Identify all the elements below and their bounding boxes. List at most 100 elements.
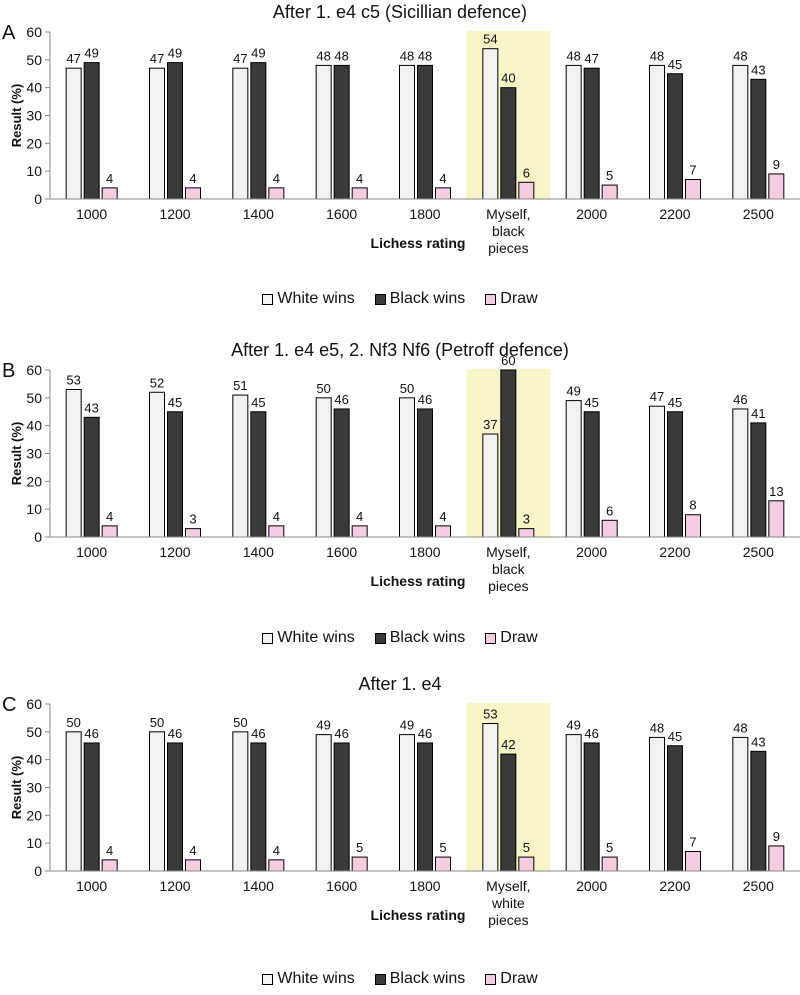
data-label: 9 (773, 157, 780, 172)
bar-white (732, 736, 749, 872)
y-tick-label: 60 (26, 362, 42, 378)
bar-chart-c: 0 10 20 30 40 50 60 Result (%) 50 46 4 1000 50 46 4 120… (9, 696, 800, 928)
legend-swatch-draw (485, 632, 497, 644)
bar-black (667, 411, 683, 538)
x-tick-label: 2500 (743, 206, 774, 222)
x-tick-label: 1000 (76, 544, 107, 560)
data-label: 5 (606, 168, 613, 183)
y-tick-label: 0 (34, 863, 42, 879)
data-label: 5 (439, 840, 446, 855)
legend-label-black: Black wins (389, 629, 466, 646)
data-label: 45 (668, 729, 682, 744)
bar-white (649, 64, 665, 200)
data-label: 3 (523, 512, 530, 527)
bar-white (149, 391, 165, 538)
panel-letter: A (2, 22, 16, 44)
bar-black (750, 750, 767, 872)
bar-white (65, 67, 82, 200)
chart-title: After 1. e4 c5 (Sicillian defence) (272, 2, 528, 22)
data-label: 49 (84, 46, 98, 61)
bar-draw (101, 525, 118, 538)
data-label: 46 (733, 392, 747, 407)
data-label: 48 (316, 48, 330, 63)
bar-white (482, 433, 499, 538)
bar-black (500, 753, 517, 872)
x-tick-label: pieces (488, 240, 528, 256)
x-tick-label: black (492, 223, 526, 239)
bar-black (333, 64, 350, 200)
x-tick-label: 1400 (243, 878, 274, 894)
legend-swatch-white (262, 973, 274, 985)
bar-draw (101, 187, 118, 200)
data-label: 50 (233, 715, 247, 730)
legend-item-draw: Draw (485, 970, 538, 988)
data-label: 4 (439, 171, 446, 186)
bar-white (149, 67, 165, 200)
y-tick-label: 10 (26, 835, 42, 851)
data-label: 6 (523, 165, 530, 180)
data-label: 41 (751, 406, 765, 421)
bar-draw (435, 525, 451, 538)
bar-draw (185, 528, 201, 538)
data-label: 5 (606, 840, 613, 855)
data-label: 4 (273, 509, 280, 524)
bar-draw (685, 179, 701, 200)
bar-black (333, 408, 350, 538)
bar-draw (601, 184, 618, 200)
legend-label-white: White wins (277, 970, 355, 987)
data-label: 3 (189, 512, 196, 527)
chart-title: After 1. e4 e5, 2. Nf3 Nf6 (Petroff defe… (231, 340, 569, 360)
y-axis-title: Result (%) (9, 422, 24, 486)
x-tick-label: 1600 (326, 544, 357, 560)
x-tick-label: 1000 (76, 878, 107, 894)
y-tick-label: 10 (26, 163, 42, 179)
bar-white (732, 64, 749, 200)
bar-white (649, 405, 665, 538)
x-tick-label: 2200 (659, 206, 690, 222)
legend-item-black: Black wins (374, 970, 465, 988)
data-label: 46 (334, 392, 348, 407)
data-label: 5 (356, 840, 363, 855)
data-label: 4 (273, 843, 280, 858)
chart-panel-c: After 1. e4 C 0 10 20 30 40 50 60 Result (%) 50 4… (0, 672, 800, 995)
bar-white (315, 734, 332, 872)
data-label: 45 (584, 395, 598, 410)
data-label: 4 (189, 171, 196, 186)
bar-black (750, 422, 767, 538)
y-axis-title: Result (%) (9, 84, 24, 148)
bar-white (732, 408, 749, 538)
legend-swatch-white (262, 293, 274, 305)
legend-label-white: White wins (277, 290, 355, 307)
data-label: 43 (751, 734, 765, 749)
data-label: 50 (150, 715, 164, 730)
x-tick-label: white (491, 895, 525, 911)
data-label: 4 (106, 171, 113, 186)
bar-black (83, 416, 100, 538)
data-label: 60 (501, 353, 515, 368)
data-label: 7 (689, 163, 696, 178)
bar-black (250, 411, 267, 538)
x-axis-title: Lichess rating (371, 573, 466, 589)
data-label: 53 (66, 372, 80, 387)
data-label: 46 (418, 392, 432, 407)
data-label: 6 (606, 503, 613, 518)
legend-item-draw: Draw (485, 629, 538, 647)
bar-black (417, 742, 433, 872)
data-label: 45 (168, 395, 182, 410)
bar-draw (518, 528, 535, 538)
data-label: 46 (334, 726, 348, 741)
legend-label-white: White wins (277, 629, 355, 646)
y-axis-title: Result (%) (9, 756, 24, 820)
bar-white (315, 64, 332, 200)
data-label: 48 (334, 48, 348, 63)
chart-legend: White wins Black wins Draw (0, 629, 800, 647)
data-label: 46 (168, 726, 182, 741)
legend-label-draw: Draw (500, 629, 538, 646)
x-tick-label: 1600 (326, 878, 357, 894)
data-label: 43 (84, 400, 98, 415)
y-tick-label: 30 (26, 780, 42, 796)
legend-swatch-black (374, 973, 386, 985)
data-label: 49 (316, 718, 330, 733)
data-label: 48 (733, 720, 747, 735)
